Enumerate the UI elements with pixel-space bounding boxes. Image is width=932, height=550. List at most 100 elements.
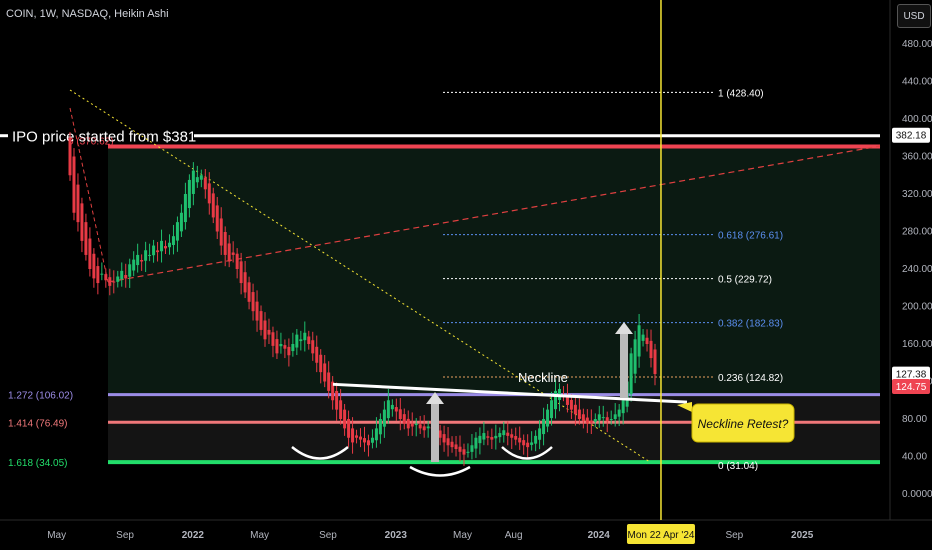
candle-body [156,250,160,253]
candle-body [223,232,227,255]
candle-body [291,344,295,352]
candle-body [410,423,414,427]
candle-body [80,203,84,241]
head-arc [409,465,471,477]
price-tick-label: 280.00 [902,227,932,238]
candle-body [498,433,502,438]
candle-body [422,426,426,431]
candle-body [148,254,152,256]
candle-body [454,444,458,449]
candle-body [522,440,526,446]
candle-body [195,177,199,183]
candle-body [327,372,331,391]
candle-body [641,334,645,341]
candle-body [534,435,538,444]
candle-body [247,282,251,302]
date-cursor-label: Mon 22 Apr '24 [627,530,694,541]
candle-body [120,270,124,280]
candle-body [112,281,116,283]
candle-body [573,404,577,415]
candle-body [418,424,422,429]
candle-body [92,253,96,279]
candle-body [191,170,195,194]
candle-body [530,442,534,445]
candle-body [359,436,363,440]
candle-body [394,407,398,412]
upper-zone [108,146,880,395]
fib-label: 0.382 (182.83) [718,319,783,330]
time-tick-label: 2025 [791,530,814,541]
candle-body [104,274,108,281]
time-tick-label: May [47,530,66,541]
time-tick-label: May [250,530,269,541]
candle-body [199,175,203,180]
candle-body [219,218,223,246]
candle-body [450,441,454,448]
left-shoulder-arc [291,446,349,460]
candle-body [343,409,347,429]
callout-pointer [677,402,692,412]
candle-body [653,349,657,374]
price-badge-label: 127.38 [896,370,927,381]
level-label: 1.414 (76.49) [8,418,68,429]
candle-body [319,354,323,373]
price-tick-label: 320.00 [902,189,932,200]
candle-body [442,434,446,443]
candle-body [144,250,148,261]
price-tick-label: 480.00 [902,39,932,50]
price-tick-label: 440.00 [902,77,932,88]
candle-body [378,419,382,435]
candle-body [239,261,243,284]
candle-body [315,346,319,363]
candle-body [370,437,374,443]
candle-body [84,222,88,255]
candle-body [183,194,187,223]
candle-body [124,275,128,279]
candle-body [243,272,247,293]
neckline-label: Neckline [518,370,568,385]
time-tick-label: Sep [319,530,337,541]
candle-body [355,435,359,438]
measured-move-arrow-right-shaft [620,332,628,398]
candle-body [386,400,390,419]
candle-body [546,409,550,427]
price-badge [892,127,930,143]
price-tick-label: 360.00 [902,152,932,163]
candle-body [526,442,530,448]
candle-body [323,363,327,382]
candle-body [474,437,478,449]
candle-body [490,437,494,440]
time-tick-label: 2022 [182,530,205,541]
red-fan-line [69,107,109,283]
candle-body [462,449,466,455]
measured-move-arrow-left-head [426,392,444,404]
candle-body [406,418,410,429]
candle-body [335,390,339,410]
time-tick-label: Sep [116,530,134,541]
candle-body [542,419,546,435]
candle-body [621,400,625,414]
candle-body [362,438,366,443]
measured-move-arrow-left-shaft [431,402,439,462]
candle-body [283,345,287,349]
date-cursor-badge [626,524,695,544]
candle-body [506,432,510,436]
candle-body [613,414,617,420]
price-tick-label: 80.00 [902,414,927,425]
candle-body [645,337,649,344]
candle-body [299,339,303,342]
fib-label: 0.5 (229.72) [718,275,772,286]
candle-body [167,242,171,248]
level-label: 1.272 (106.02) [8,391,73,402]
candle-body [203,177,207,190]
candle-body [164,246,168,249]
candle-body [617,409,621,417]
candle-body [128,264,132,277]
candle-body [271,332,275,346]
price-badge [892,366,930,382]
currency-button[interactable]: USD [897,4,931,28]
candle-body [72,156,76,213]
candle-body [140,260,144,262]
candle-body [207,183,211,204]
